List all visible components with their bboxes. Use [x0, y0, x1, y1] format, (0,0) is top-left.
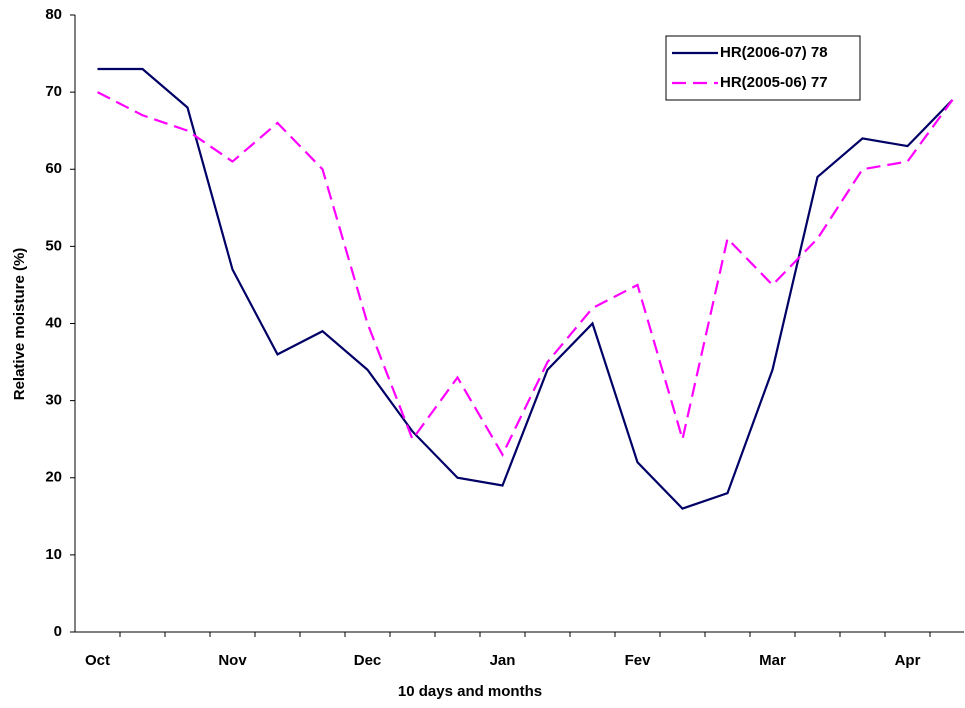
- y-axis-label: Relative moisture (%): [11, 248, 28, 401]
- x-tick-label: Oct: [85, 652, 110, 669]
- x-tick-label: Jan: [490, 652, 516, 669]
- y-tick-label: 0: [54, 623, 62, 640]
- x-tick-label: Dec: [354, 652, 382, 669]
- x-tick-label: Nov: [218, 652, 247, 669]
- y-tick-label: 70: [45, 83, 62, 100]
- line-series: [96, 91, 954, 457]
- y-tick-label: 50: [45, 237, 62, 254]
- y-tick-label: 60: [45, 160, 62, 177]
- x-tick-label: Apr: [895, 652, 921, 669]
- x-tick-label: Fev: [625, 652, 652, 669]
- y-tick-label: 10: [45, 546, 62, 563]
- legend-box: [665, 35, 861, 101]
- legend-label: HR(2005-06) 77: [720, 74, 828, 91]
- x-axis-label: 10 days and months: [398, 683, 542, 700]
- y-tick-label: 80: [45, 6, 62, 23]
- y-tick-label: 40: [45, 314, 62, 331]
- x-tick-label: Mar: [759, 652, 786, 669]
- y-tick-label: 20: [45, 469, 62, 486]
- legend-label: HR(2006-07) 78: [720, 44, 828, 61]
- y-tick-label: 30: [45, 392, 62, 409]
- line-series: [97, 67, 954, 510]
